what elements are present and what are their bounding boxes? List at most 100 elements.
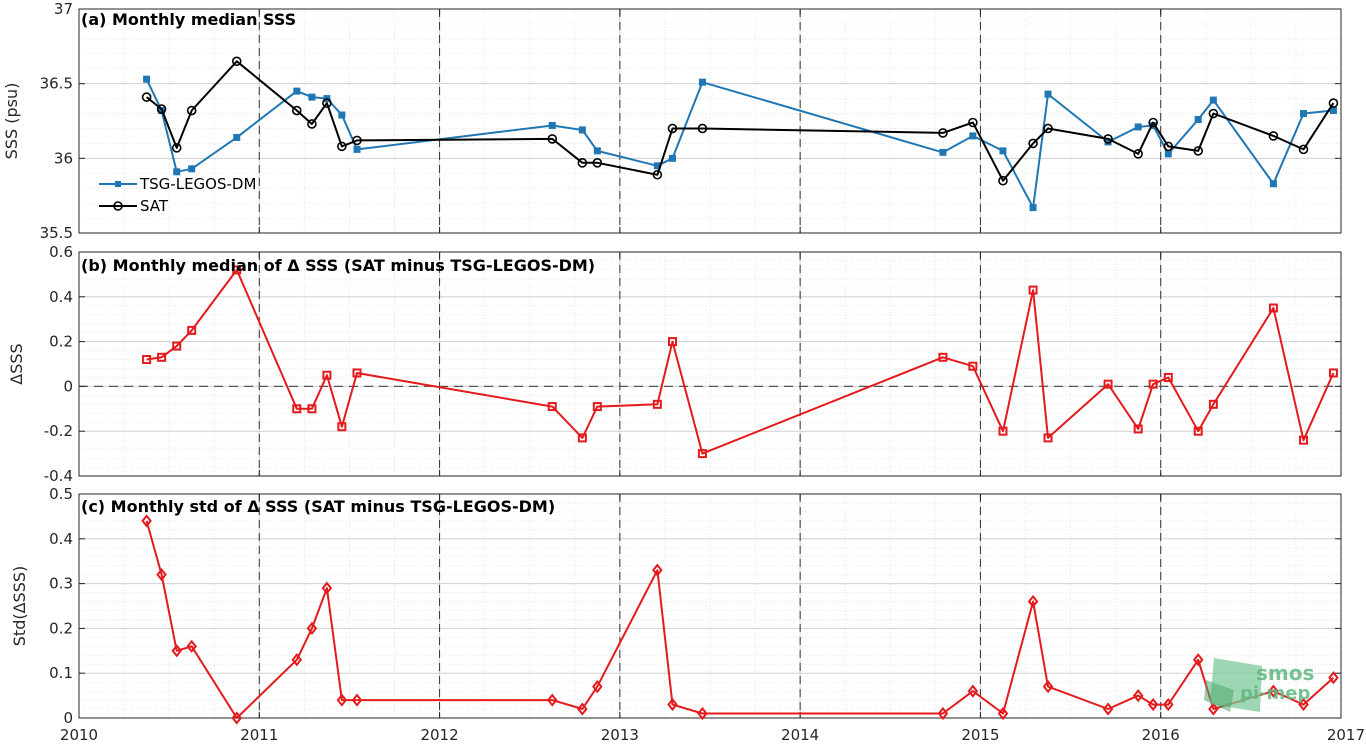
y-tick-label: 0.4: [49, 530, 73, 548]
data-point: [667, 697, 678, 712]
data-point: [938, 128, 948, 138]
data-point: [697, 706, 708, 721]
y-tick-label: 0.3: [49, 575, 73, 593]
logo-text-smos: smos: [1256, 661, 1314, 685]
data-point: [1134, 123, 1142, 131]
data-point: [968, 117, 978, 128]
y-tick-label: 0.1: [49, 664, 73, 682]
data-point: [156, 568, 167, 582]
data-point: [1298, 697, 1309, 712]
data-point: [232, 265, 242, 275]
data-point: [698, 78, 706, 86]
y-tick-label: 0.2: [49, 619, 73, 637]
data-point: [353, 145, 361, 153]
data-point: [352, 368, 362, 378]
data-point: [1027, 594, 1039, 609]
data-point: [546, 693, 558, 707]
x-tick-label: 2017: [1327, 726, 1365, 744]
logo-text-pimep: pi-mep: [1240, 683, 1310, 704]
y-tick-label: 0.2: [49, 333, 73, 351]
y-tick-label: 36.5: [40, 75, 73, 93]
data-point: [1268, 303, 1278, 313]
axes-box: [78, 493, 1342, 719]
data-point: [967, 684, 979, 698]
data-point: [1102, 702, 1114, 716]
data-point: [186, 639, 197, 653]
data-point: [577, 158, 588, 168]
data-point: [652, 399, 662, 409]
data-point: [141, 514, 152, 528]
panel-a-sss: 35.5 36 36.5 37 SSS (psu) (a) Monthly median …: [2, 0, 1342, 242]
data-point: [548, 121, 556, 129]
legend-marker: [115, 181, 121, 187]
data-point: [233, 133, 241, 141]
data-point: [1268, 684, 1279, 698]
data-point: [173, 168, 181, 176]
x-tick-label: 2011: [240, 726, 278, 744]
data-point: [1298, 144, 1309, 155]
data-point: [1193, 426, 1203, 436]
y-axis-label: ΔSSS: [7, 343, 26, 384]
data-point: [352, 135, 362, 146]
data-point: [1194, 116, 1202, 124]
data-point: [1268, 131, 1279, 141]
data-point: [577, 702, 588, 716]
y-tick-label: 37: [54, 0, 73, 18]
data-point: [321, 581, 333, 595]
y-tick-label: -0.2: [44, 422, 73, 440]
y-tick-label: 0: [63, 709, 73, 727]
data-point: [1148, 379, 1158, 389]
data-point: [142, 355, 152, 365]
y-axis-label: SSS (psu): [2, 83, 21, 160]
data-point: [1103, 134, 1113, 144]
data-point: [998, 426, 1008, 436]
data-point: [306, 621, 318, 636]
data-point: [1043, 123, 1053, 134]
data-point: [999, 147, 1007, 155]
data-point: [186, 105, 197, 116]
legend: TSG-LEGOS-DM SAT: [99, 175, 256, 215]
data-point: [547, 402, 557, 412]
data-point: [1193, 146, 1204, 156]
data-point: [292, 404, 302, 414]
y-axis-label: Std(ΔSSS): [10, 566, 29, 646]
panel-c-delta-sss-std: 0 0.1 0.2 0.3 0.4 0.5 Std(ΔSSS) (c) Monthly std…: [10, 485, 1365, 744]
data-point: [307, 404, 317, 414]
x-tick-label: 2015: [961, 726, 999, 744]
axes-box: [78, 8, 1342, 234]
data-point: [592, 402, 602, 412]
data-point: [1148, 117, 1158, 128]
data-point: [338, 111, 346, 119]
data-point: [669, 154, 677, 162]
x-tick-label: 2016: [1142, 726, 1180, 744]
data-point: [997, 706, 1009, 721]
data-point: [1133, 424, 1143, 434]
data-point: [291, 653, 303, 667]
data-point: [308, 93, 316, 101]
data-point: [968, 361, 978, 371]
data-point: [171, 644, 182, 658]
data-point: [351, 693, 363, 707]
data-point: [337, 422, 347, 432]
logo-shape: [1204, 680, 1234, 712]
y-tick-label: 0: [63, 377, 73, 395]
data-point: [1192, 653, 1204, 667]
data-point: [998, 175, 1008, 186]
data-point: [336, 693, 348, 707]
data-point: [1163, 697, 1174, 712]
legend-marker: [113, 201, 123, 211]
data-point: [939, 148, 947, 156]
data-point: [937, 706, 949, 721]
series-sat-line: [145, 60, 1335, 182]
data-point: [1028, 285, 1038, 295]
data-point: [652, 563, 663, 577]
data-point: [667, 123, 678, 134]
panel-title: (a) Monthly median SSS: [81, 10, 296, 29]
data-point: [293, 87, 301, 95]
data-point: [187, 325, 197, 335]
data-point: [1163, 372, 1173, 382]
data-point: [1028, 138, 1038, 149]
y-tick-label: 0.4: [49, 288, 73, 306]
panel-b-delta-sss-median: -0.4 -0.2 0 0.2 0.4 0.6 ΔSSS (b) Monthly median…: [7, 243, 1342, 485]
data-point: [1133, 149, 1143, 159]
